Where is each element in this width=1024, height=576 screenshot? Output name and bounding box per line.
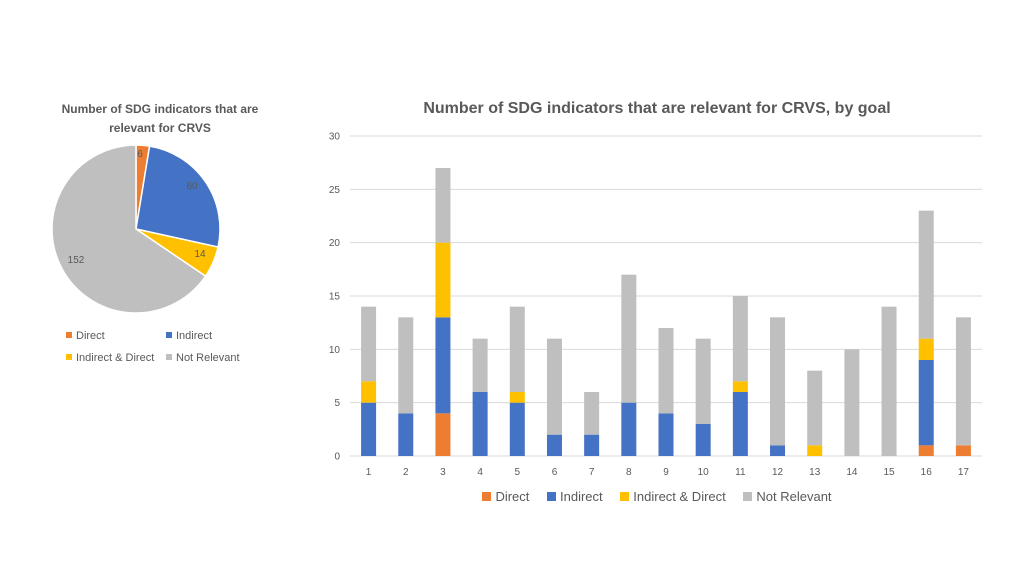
legend-swatch [166,354,172,360]
bar-segment-indirect [435,317,451,414]
bar-segment-indirect [509,402,525,456]
bar-segment-not-relevant [509,306,525,392]
x-tick-label: 12 [772,467,784,478]
y-tick-label: 15 [329,292,341,303]
bar-segment-not-relevant [918,210,934,339]
bar-segment-not-relevant [844,349,860,456]
x-tick-label: 17 [958,467,970,478]
y-tick-label: 0 [334,452,340,463]
x-tick-label: 8 [626,467,632,478]
bar-segment-not-relevant [658,328,674,414]
bar-segment-not-relevant [398,317,414,414]
bar-segment-not-relevant [732,296,748,382]
bar-segment-indirect-direct [361,381,377,403]
bar-segment-indirect [361,402,377,456]
x-tick-label: 5 [515,467,521,478]
bar-segment-indirect [472,392,488,456]
legend-swatch [482,492,492,501]
x-tick-label: 4 [477,467,483,478]
x-tick-label: 13 [809,467,821,478]
bar-segment-indirect [918,360,934,446]
x-tick-label: 9 [663,467,669,478]
bar-legend-indirect-direct: Indirect & Direct [620,489,726,504]
bar-segment-direct [435,413,451,456]
pie-data-label: 6 [137,149,143,160]
pie-data-label: 60 [186,181,198,192]
bar-segment-indirect [621,402,637,456]
legend-swatch [547,492,557,501]
x-tick-label: 14 [846,467,858,478]
bar-segment-not-relevant [955,317,971,446]
bar-legend: Direct Indirect Indirect & Direct Not Re… [330,489,984,504]
pie-legend-direct: Direct [66,330,105,342]
bar-legend-label: Not Relevant [756,489,832,504]
bar-segment-not-relevant [770,317,786,446]
bar-segment-not-relevant [881,306,897,456]
pie-chart: 6 60 14 152 [51,144,221,314]
y-tick-label: 10 [329,345,341,356]
x-tick-label: 16 [921,467,933,478]
bar-segment-not-relevant [584,392,600,435]
bar-segment-indirect-direct [918,338,934,360]
pie-legend-label: Indirect [176,330,213,342]
bar-segment-indirect [584,434,600,456]
x-tick-label: 7 [589,467,595,478]
bar-segment-indirect-direct [732,381,748,392]
pie-legend-indirect-direct: Indirect & Direct [66,352,154,364]
bar-legend-indirect: Indirect [547,489,603,504]
bar-legend-label: Direct [495,489,530,504]
pie-slice-indirect [135,145,221,248]
bar-segment-indirect [770,445,786,456]
x-tick-label: 15 [883,467,895,478]
pie-data-label: 14 [194,249,206,260]
legend-swatch [66,332,72,338]
pie-legend-label: Indirect & Direct [76,352,155,364]
pie-data-label: 152 [68,255,85,266]
bar-segment-direct [918,445,934,456]
x-tick-label: 2 [403,467,409,478]
y-tick-label: 20 [329,238,341,249]
y-tick-label: 30 [329,132,341,143]
bar-segment-indirect-direct [509,392,525,403]
bar-chart-title: Number of SDG indicators that are releva… [423,100,891,117]
bar-segment-not-relevant [695,338,711,424]
bar-segment-direct [955,445,971,456]
legend-swatch [743,492,753,501]
bar-segment-indirect [695,424,711,456]
pie-legend-not-relevant: Not Relevant [166,352,240,364]
pie-legend-label: Direct [76,330,105,342]
pie-slice-not-relevant [51,144,207,314]
x-tick-label: 1 [366,467,372,478]
bar-segment-not-relevant [546,338,562,435]
x-tick-label: 11 [735,467,746,478]
pie-legend-label: Not Relevant [176,352,240,364]
bar-legend-direct: Direct [482,489,529,504]
bar-segment-not-relevant [435,168,451,243]
bar-legend-not-relevant: Not Relevant [743,489,832,504]
bar-segment-not-relevant [621,274,637,403]
bar-segment-indirect [546,434,562,456]
x-tick-label: 10 [698,467,710,478]
legend-swatch [66,354,72,360]
bar-segment-indirect [732,392,748,456]
legend-swatch [620,492,630,501]
x-tick-label: 6 [552,467,558,478]
x-tick-label: 3 [440,467,446,478]
bar-segment-indirect [398,413,414,456]
bar-segment-indirect-direct [435,242,451,318]
bar-segment-not-relevant [472,338,488,392]
bar-segment-not-relevant [361,306,377,382]
bar-legend-label: Indirect & Direct [633,489,726,504]
bar-legend-label: Indirect [560,489,603,504]
bar-segment-indirect-direct [807,445,823,456]
y-tick-label: 25 [329,185,341,196]
y-tick-label: 5 [334,398,340,409]
legend-swatch [166,332,172,338]
bar-segment-indirect [658,413,674,456]
pie-legend-indirect: Indirect [166,330,212,342]
pie-chart-title: Number of SDG indicators that are releva… [61,102,259,135]
bar-segment-not-relevant [807,370,823,446]
